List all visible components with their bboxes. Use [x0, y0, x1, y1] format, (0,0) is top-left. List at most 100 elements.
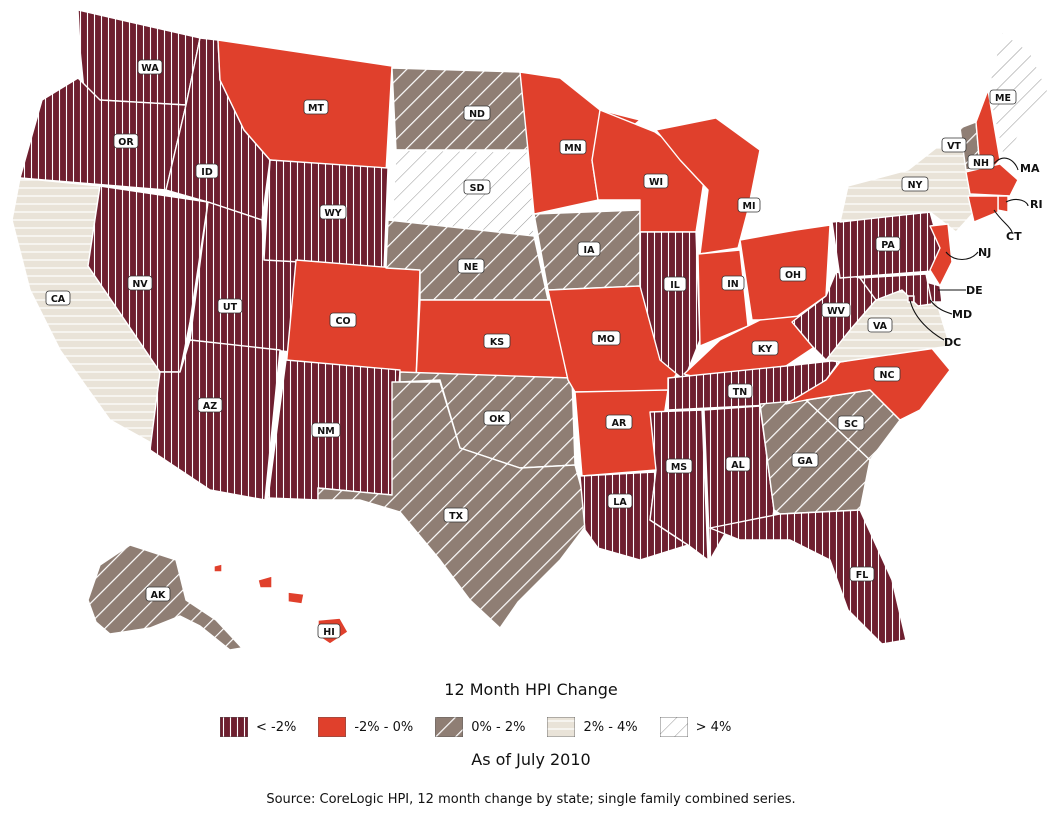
source-note: Source: CoreLogic HPI, 12 month change b…	[266, 792, 796, 807]
legend-label-minus-2-to-0: -2% - 0%	[354, 719, 414, 735]
state-label-HI: HI	[317, 623, 341, 639]
legend-swatch-minus-2-to-0	[318, 717, 347, 737]
state-label-MN: MN	[559, 139, 587, 155]
state-label-NC: NC	[873, 366, 901, 382]
legend-swatch-0-to-2	[435, 717, 464, 737]
svg-text:AK: AK	[151, 590, 166, 601]
state-label-IL: IL	[663, 276, 687, 292]
state-label-OK: OK	[483, 410, 511, 426]
legend-swatch-2-to-4	[547, 717, 576, 737]
svg-text:NM: NM	[317, 426, 334, 437]
state-label-AK: AK	[145, 586, 171, 602]
svg-text:TX: TX	[449, 511, 463, 522]
svg-text:WV: WV	[827, 306, 845, 317]
svg-text:WA: WA	[141, 63, 159, 74]
state-label-NE: NE	[457, 258, 485, 274]
legend-title: 12 Month HPI Change	[444, 680, 618, 699]
svg-text:AL: AL	[731, 460, 744, 471]
state-ND	[391, 67, 531, 151]
leader-lines	[909, 157, 1029, 341]
svg-text:HI: HI	[323, 627, 335, 638]
svg-text:MO: MO	[597, 334, 615, 345]
state-label-NH: NH	[967, 154, 995, 170]
legend-item-0-to-2: 0% - 2%	[435, 717, 525, 737]
svg-text:WI: WI	[649, 177, 663, 188]
state-label-SC: SC	[837, 415, 865, 431]
state-label-DC: DC	[944, 336, 961, 349]
state-TX	[317, 381, 591, 629]
svg-text:SC: SC	[844, 419, 858, 430]
state-label-WV: WV	[821, 302, 851, 318]
svg-text:TN: TN	[733, 387, 747, 398]
state-HI-islet-3	[213, 563, 223, 573]
state-label-KS: KS	[483, 333, 511, 349]
state-WA	[77, 9, 201, 106]
state-ME	[987, 31, 1051, 161]
legend: < -2% -2% - 0% 0% - 2% 2% - 4% > 4%	[220, 714, 753, 740]
state-label-UT: UT	[217, 298, 243, 314]
state-label-LA: LA	[607, 493, 633, 509]
state-RI	[997, 195, 1009, 213]
svg-text:WY: WY	[324, 208, 341, 219]
svg-text:VT: VT	[947, 141, 961, 152]
state-FL	[709, 509, 907, 645]
us-state-map: WA OR CA NV ID MT WY UT AZ CO NM ND SD N…	[11, 9, 1051, 651]
state-label-SD: SD	[463, 179, 491, 195]
state-label-MS: MS	[665, 458, 693, 474]
legend-item-2-to-4: 2% - 4%	[547, 717, 638, 737]
state-label-TX: TX	[443, 507, 469, 523]
svg-text:ME: ME	[995, 93, 1011, 104]
svg-text:IL: IL	[670, 280, 680, 291]
legend-label-lt-minus-2: < -2%	[256, 719, 297, 735]
state-label-CA: CA	[45, 290, 71, 306]
as-of-date: As of July 2010	[471, 750, 591, 769]
state-label-VT: VT	[941, 137, 967, 153]
state-label-ND: ND	[463, 105, 491, 121]
state-label-WA: WA	[137, 59, 163, 75]
svg-text:AR: AR	[612, 418, 627, 429]
state-AZ	[149, 339, 281, 501]
state-label-MI: MI	[737, 197, 761, 213]
svg-text:MS: MS	[671, 462, 687, 473]
legend-item-lt-minus-2: < -2%	[220, 717, 296, 737]
state-label-GA: GA	[791, 452, 819, 468]
svg-text:ID: ID	[201, 167, 213, 178]
state-CT	[967, 195, 999, 223]
svg-text:MN: MN	[564, 143, 581, 154]
state-label-VA: VA	[867, 317, 893, 333]
svg-text:OH: OH	[785, 270, 801, 281]
svg-text:VA: VA	[873, 321, 888, 332]
svg-text:CO: CO	[335, 316, 350, 327]
state-label-AR: AR	[605, 414, 633, 430]
state-label-WI: WI	[643, 173, 669, 189]
state-label-AL: AL	[725, 456, 751, 472]
svg-text:OR: OR	[118, 137, 134, 148]
svg-text:NV: NV	[132, 279, 148, 290]
state-label-OH: OH	[779, 266, 807, 282]
state-label-IN: IN	[721, 275, 745, 291]
state-label-CT: CT	[1006, 230, 1022, 243]
svg-text:IN: IN	[727, 279, 739, 290]
state-label-DE: DE	[966, 284, 983, 297]
svg-text:NH: NH	[973, 158, 989, 169]
state-DC	[907, 295, 915, 303]
state-label-MO: MO	[591, 330, 621, 346]
svg-text:KS: KS	[490, 337, 504, 348]
svg-text:ND: ND	[469, 109, 485, 120]
state-label-MT: MT	[303, 99, 329, 115]
state-label-ID: ID	[195, 163, 219, 179]
state-label-WY: WY	[319, 204, 347, 220]
state-label-ME: ME	[989, 89, 1017, 105]
svg-text:GA: GA	[797, 456, 813, 467]
state-NC	[785, 345, 951, 421]
state-label-FL: FL	[849, 566, 875, 582]
svg-text:OK: OK	[489, 414, 505, 425]
legend-item-gt-4: > 4%	[659, 717, 731, 737]
svg-text:KY: KY	[758, 344, 772, 355]
svg-text:UT: UT	[223, 302, 238, 313]
state-label-TN: TN	[727, 383, 753, 399]
svg-text:NC: NC	[880, 370, 895, 381]
state-label-IA: IA	[577, 241, 601, 257]
svg-text:NY: NY	[908, 180, 923, 191]
svg-text:PA: PA	[881, 240, 895, 251]
